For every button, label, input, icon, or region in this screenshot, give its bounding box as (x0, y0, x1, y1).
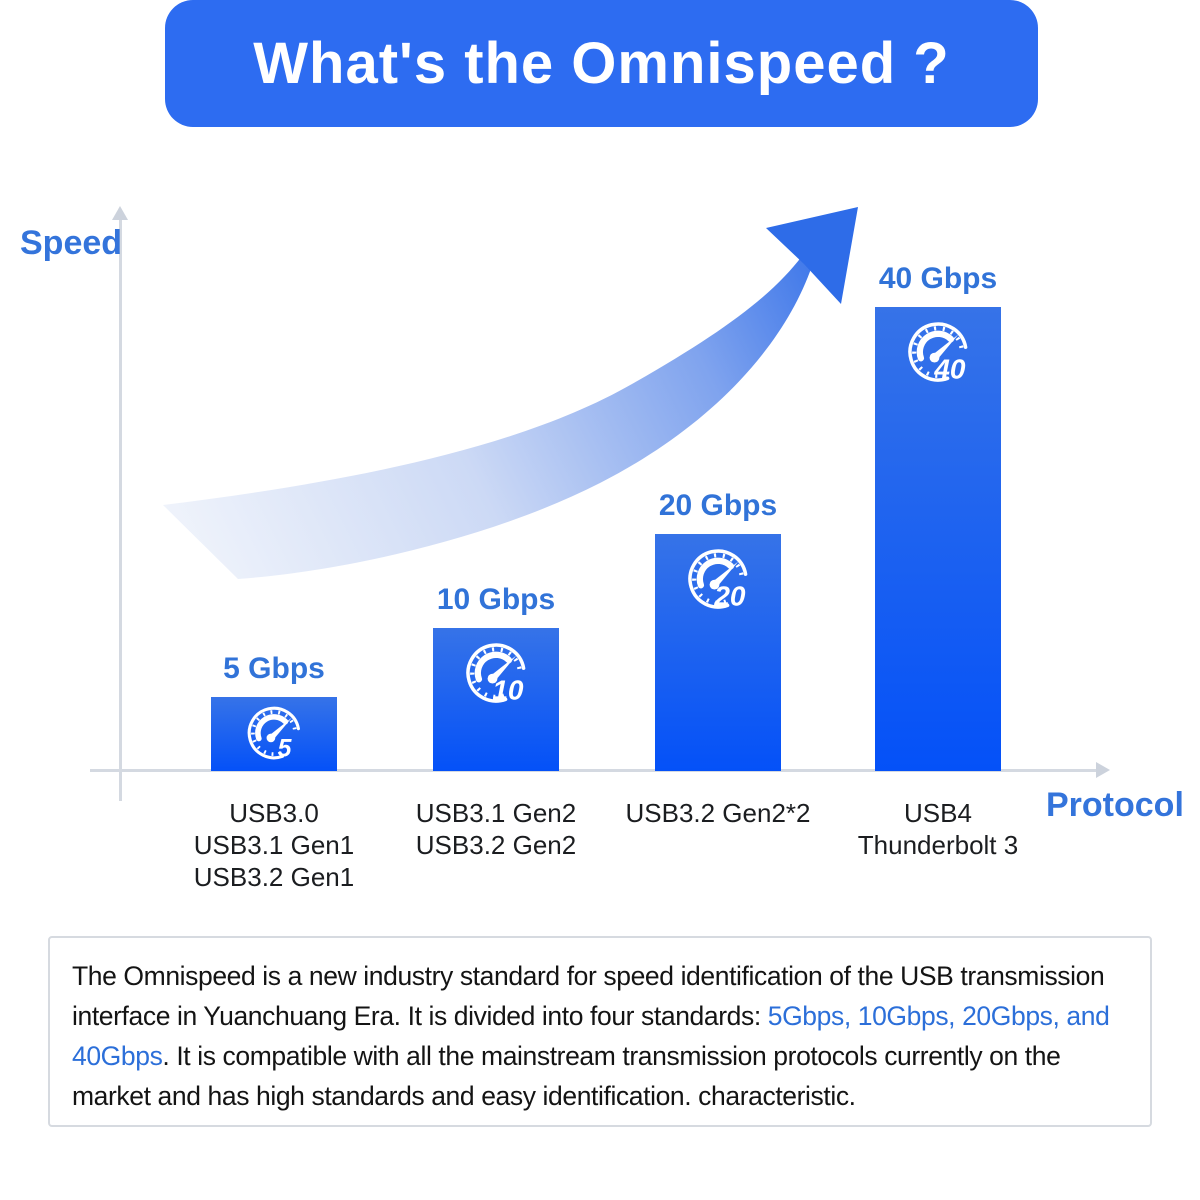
y-axis-line (119, 219, 122, 801)
category-label-usb3-1-gen2: USB3.1 Gen2 USB3.2 Gen2 (415, 798, 577, 860)
gauge-value: 5 (278, 736, 293, 763)
speedometer-icon: 40 (908, 322, 968, 385)
x-axis-arrow-icon (1096, 762, 1110, 778)
description-box: The Omnispeed is a new industry standard… (48, 936, 1152, 1127)
gauge-value: 10 (492, 675, 524, 706)
category-label-usb4: USB4 Thunderbolt 3 (857, 798, 1019, 860)
speedometer-icon: 5 (247, 706, 300, 763)
speedometer-icon: 10 (466, 643, 526, 706)
bar-20gbps: 20 (655, 534, 781, 771)
gauge-value: 20 (713, 581, 746, 612)
category-label-usb3-0: USB3.0 USB3.1 Gen1 USB3.2 Gen1 (193, 798, 355, 892)
description-highlight: 5Gbps, 10Gbps, 20Gbps, and 40Gbps (72, 1001, 1110, 1071)
page-title: What's the Omnispeed ? (253, 31, 950, 96)
y-axis-arrow-icon (112, 206, 128, 220)
bar-10gbps: 10 (433, 628, 559, 771)
gauge-value: 40 (933, 354, 966, 385)
description-text: The Omnispeed is a new industry standard… (72, 961, 1105, 1031)
y-axis-label: Speed (20, 224, 123, 262)
x-axis-label: Protocol (1046, 786, 1184, 824)
description-text-end: . It is compatible with all the mainstre… (72, 1041, 1061, 1111)
bar-40gbps: 40 (875, 307, 1001, 771)
bar-value-label-20gbps: 20 Gbps (658, 489, 778, 522)
bar-value-label-5gbps: 5 Gbps (223, 652, 325, 685)
category-label-usb3-2-gen2x2: USB3.2 Gen2*2 (625, 798, 811, 828)
bar-5gbps: 5 (211, 697, 337, 771)
bar-value-label-10gbps: 10 Gbps (436, 583, 556, 616)
title-banner: What's the Omnispeed ? (165, 0, 1038, 127)
x-axis-line (90, 769, 1098, 772)
speedometer-icon: 20 (688, 549, 748, 612)
bar-value-label-40gbps: 40 Gbps (878, 262, 998, 295)
